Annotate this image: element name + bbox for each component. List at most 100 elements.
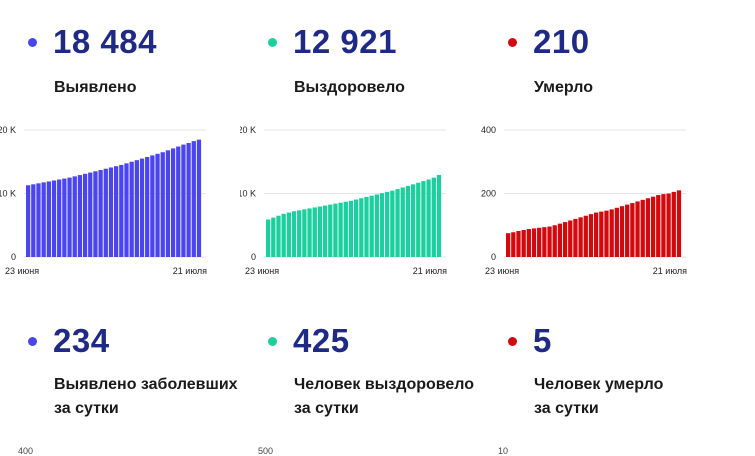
bar <box>134 160 139 257</box>
bar <box>604 210 609 257</box>
bar <box>359 198 364 257</box>
bar <box>542 227 547 257</box>
y-tick-label: 20 K <box>0 125 16 135</box>
bar <box>165 150 171 257</box>
bar <box>196 139 202 257</box>
bar <box>410 184 416 257</box>
daily-detected-value: 234 <box>53 322 110 359</box>
bar <box>671 191 676 257</box>
bar <box>562 222 568 257</box>
red-dot-icon <box>508 37 517 47</box>
bar <box>552 225 557 257</box>
bar <box>666 193 671 257</box>
bar <box>656 195 661 257</box>
bar <box>338 202 343 257</box>
bar <box>72 176 77 257</box>
bar <box>583 215 588 257</box>
x-end-label: 21 июля <box>653 266 687 276</box>
y-tick-label: 0 <box>251 252 256 262</box>
bar <box>181 144 186 257</box>
deaths-total: 210 <box>533 23 590 60</box>
bar <box>635 201 640 257</box>
y-tick-label: 20 K <box>240 125 256 135</box>
bar <box>506 233 511 257</box>
bar <box>521 230 526 257</box>
bar <box>619 206 625 257</box>
bar <box>51 180 57 257</box>
bar <box>526 229 531 257</box>
bar <box>41 182 46 257</box>
bar <box>609 209 614 257</box>
bar <box>588 214 594 257</box>
blue-dot-icon <box>28 336 37 346</box>
bar <box>354 199 359 257</box>
bar <box>348 200 354 257</box>
detected-total: 18 484 <box>53 23 157 60</box>
teal-dot-icon <box>268 336 277 346</box>
next-chart-tick: 400 <box>18 446 34 456</box>
bar <box>108 167 114 257</box>
bar <box>573 218 578 257</box>
next-chart-tick: 10 <box>498 446 509 456</box>
bar <box>640 199 645 257</box>
bar <box>276 215 281 257</box>
bar <box>57 179 62 257</box>
x-end-label: 21 июля <box>413 266 447 276</box>
bar <box>103 168 108 257</box>
daily-deaths: 5 Человек умерло за сутки <box>504 319 744 429</box>
bar <box>160 152 165 257</box>
bar <box>291 211 297 257</box>
bar <box>170 148 176 257</box>
y-tick-label: 400 <box>481 125 496 135</box>
bar <box>661 194 666 257</box>
bar <box>645 198 651 257</box>
bar <box>400 187 405 257</box>
recovered-bar-chart: 0 10 K 20 K 23 июня 21 июля <box>240 125 447 276</box>
bar <box>307 208 312 257</box>
daily-recovered-label-line2: за сутки <box>294 400 359 417</box>
y-tick-label: 0 <box>11 252 16 262</box>
bar <box>129 161 134 257</box>
deaths-label: Умерло <box>534 79 593 96</box>
bar <box>176 146 181 257</box>
daily-recovered-label: Человек выздоровело за сутки <box>294 373 474 421</box>
bar <box>62 178 67 257</box>
daily-recovered: 425 Человек выздоровело за сутки <box>264 319 504 429</box>
recovered-total: 12 921 <box>293 23 397 60</box>
bar <box>625 204 630 257</box>
recovered-label: Выздоровело <box>294 79 405 96</box>
daily-deaths-label-line2: за сутки <box>534 400 599 417</box>
bar <box>537 227 542 257</box>
bar <box>516 230 521 257</box>
bar <box>322 205 328 257</box>
panel-detected: 18 484 Выявлено 0 10 K 20 K 23 июня 21 июля <box>0 20 264 276</box>
bar <box>191 141 196 257</box>
y-tick-label: 10 K <box>0 189 16 199</box>
daily-recovered-value: 425 <box>293 322 350 359</box>
bar <box>557 223 563 257</box>
bar <box>124 163 129 257</box>
stat-row-recovered: 12 921 <box>264 20 397 64</box>
bar <box>302 209 307 257</box>
bar <box>390 190 395 257</box>
bar <box>676 190 682 257</box>
x-start-label: 23 июня <box>485 266 519 276</box>
red-dot-icon <box>508 336 517 346</box>
daily-deaths-label: Человек умерло за сутки <box>534 373 663 421</box>
daily-deaths-row: 5 <box>504 319 552 363</box>
blue-dot-icon <box>28 37 37 47</box>
bar <box>547 226 552 257</box>
bar <box>297 210 302 257</box>
stat-row-detected: 18 484 <box>24 20 157 64</box>
y-tick-label: 0 <box>491 252 496 262</box>
daily-deaths-value: 5 <box>533 322 552 359</box>
bar <box>374 194 379 257</box>
daily-detected-row: 234 <box>24 319 110 363</box>
bar <box>31 184 36 257</box>
teal-dot-icon <box>268 37 277 47</box>
bar <box>281 213 286 257</box>
bar <box>155 153 160 257</box>
bar <box>36 183 41 257</box>
stat-row-deaths: 210 <box>504 20 590 64</box>
bar <box>405 185 411 257</box>
